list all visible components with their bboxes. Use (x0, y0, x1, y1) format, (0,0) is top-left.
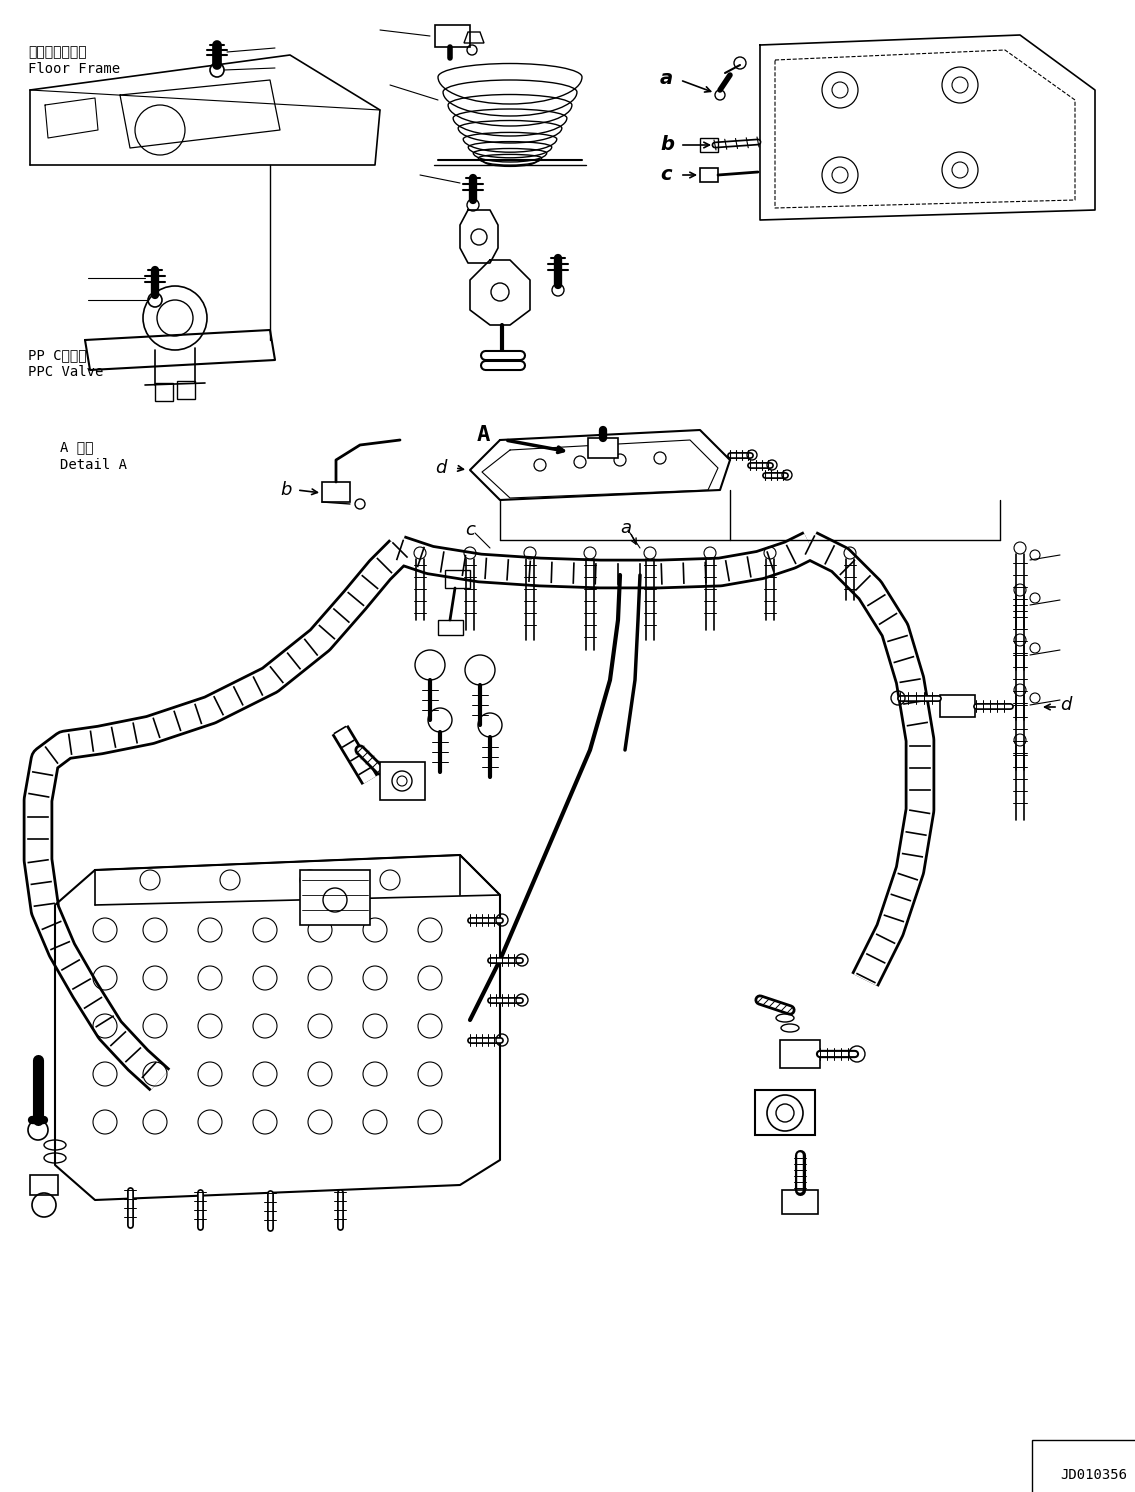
Text: b: b (659, 136, 674, 155)
Bar (782, 1191, 818, 1214)
Bar (780, 1040, 819, 1068)
Bar (438, 621, 463, 636)
Text: PP Cバルブ: PP Cバルブ (28, 348, 86, 363)
Bar (700, 137, 718, 152)
Text: a: a (659, 69, 673, 88)
Text: c: c (659, 166, 672, 185)
Text: A: A (477, 425, 490, 445)
Text: PPC Valve: PPC Valve (28, 366, 103, 379)
Bar (177, 380, 195, 398)
Text: d: d (1060, 695, 1071, 715)
Bar (700, 169, 718, 182)
Bar (322, 482, 350, 501)
Text: b: b (280, 480, 292, 498)
Bar (155, 383, 173, 401)
Text: d: d (436, 460, 447, 477)
Bar (940, 695, 975, 718)
Text: Floor Frame: Floor Frame (28, 63, 120, 76)
Bar (445, 570, 470, 588)
Text: c: c (465, 521, 474, 539)
Text: A 詳細: A 詳細 (60, 440, 93, 454)
Bar (435, 25, 470, 48)
Bar (588, 439, 617, 458)
Bar (30, 1176, 58, 1195)
Text: Detail A: Detail A (60, 458, 127, 471)
Text: a: a (620, 519, 631, 537)
Bar (755, 1091, 815, 1135)
Text: フロアフレーム: フロアフレーム (28, 45, 86, 60)
Bar (300, 870, 370, 925)
Text: JD010356: JD010356 (1060, 1468, 1127, 1482)
Bar (380, 762, 424, 800)
